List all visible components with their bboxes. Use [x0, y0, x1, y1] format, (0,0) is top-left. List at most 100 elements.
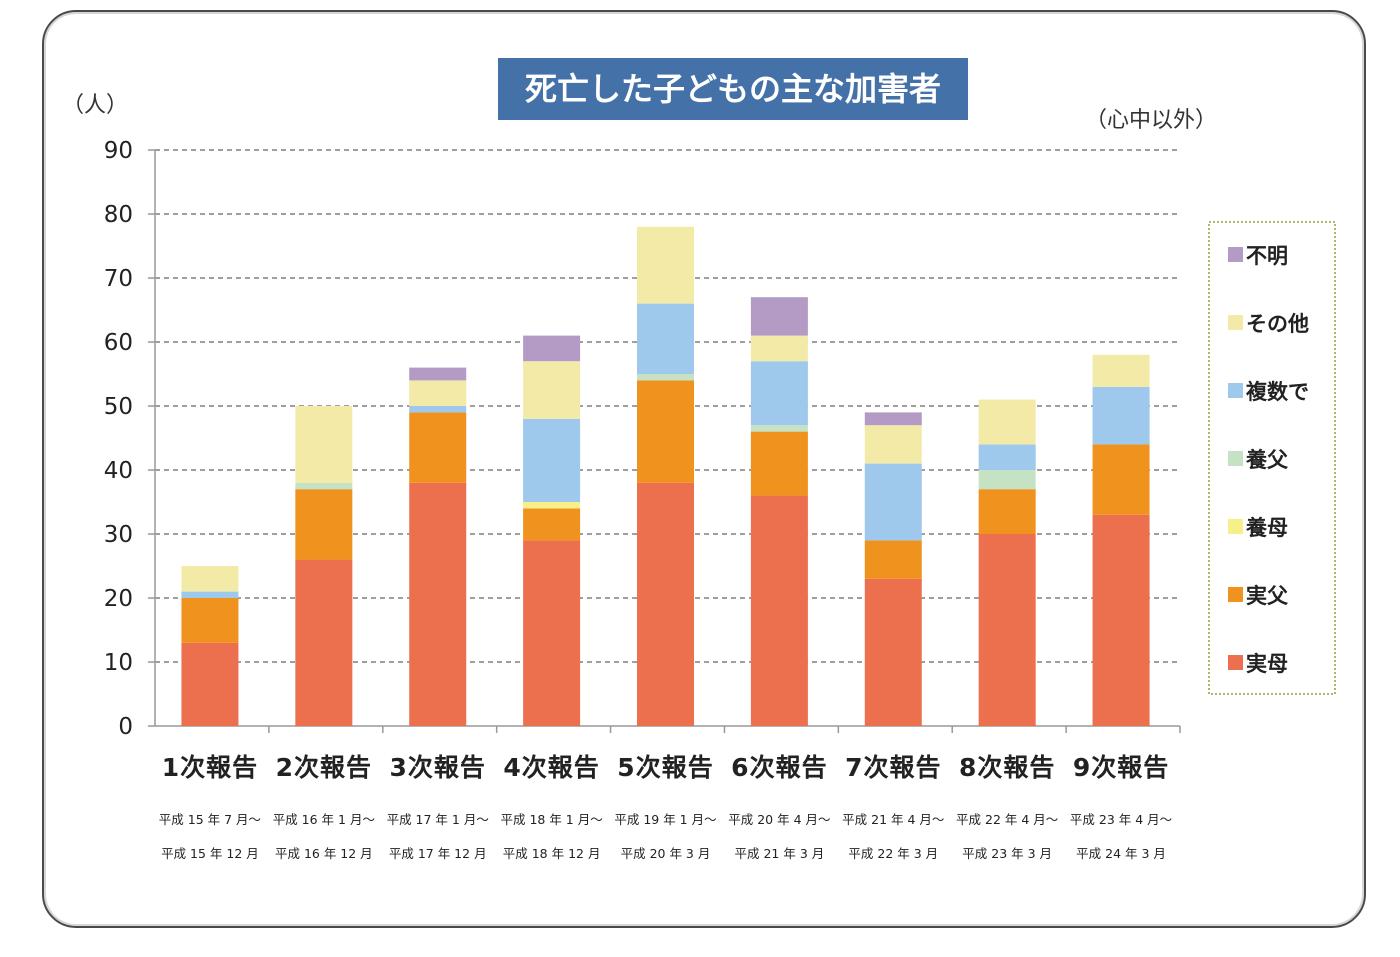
bar-segment [1092, 386, 1150, 445]
y-tick-label: 20 [104, 586, 133, 612]
bar-segment [181, 598, 239, 643]
bar-segment [750, 335, 808, 362]
period-end-label: 平成 24 年 3 月 [1076, 846, 1166, 861]
bar-segment [978, 534, 1036, 726]
legend-swatch [1228, 451, 1243, 466]
x-category-label: 1次報告 [162, 753, 258, 782]
bar-segment [409, 412, 467, 483]
period-end-label: 平成 22 年 3 月 [848, 846, 938, 861]
legend-swatch [1228, 247, 1243, 262]
bar-segment [864, 463, 922, 541]
x-category-label: 5次報告 [617, 753, 713, 782]
bar-segment [1092, 354, 1150, 387]
bar-segment [409, 482, 467, 726]
legend-label: その他 [1246, 312, 1309, 336]
legend-swatch [1228, 315, 1243, 330]
bar-segment [864, 540, 922, 579]
legend-swatch [1228, 383, 1243, 398]
period-start-label: 平成 15 年 7 月～ [159, 812, 261, 827]
x-category-label: 3次報告 [390, 753, 486, 782]
period-end-label: 平成 20 年 3 月 [621, 846, 711, 861]
legend-label: 実母 [1246, 652, 1288, 676]
bar-segment [295, 559, 353, 726]
bars [181, 226, 1150, 726]
y-tick-label: 10 [104, 650, 133, 676]
y-unit-label: （人） [62, 93, 128, 118]
period-end-label: 平成 16 年 12 月 [275, 846, 373, 861]
x-category-label: 7次報告 [845, 753, 941, 782]
period-end-label: 平成 23 年 3 月 [962, 846, 1052, 861]
bar-segment [523, 418, 581, 502]
legend-label: 複数で [1245, 380, 1309, 404]
x-category-label: 6次報告 [731, 753, 827, 782]
legend-swatch [1228, 587, 1243, 602]
bar-segment [637, 303, 694, 374]
bar-segment [409, 406, 467, 413]
y-tick-label: 40 [104, 458, 133, 484]
period-start-label: 平成 20 年 4 月～ [728, 812, 830, 827]
period-start-label: 平成 17 年 1 月～ [387, 812, 489, 827]
bar-segment [978, 489, 1036, 534]
legend-label: 実父 [1246, 584, 1289, 608]
bar-segment [181, 642, 239, 726]
bar-segment [409, 367, 467, 381]
bar-segment [978, 444, 1036, 470]
period-start-label: 平成 19 年 1 月～ [614, 812, 716, 827]
period-end-label: 平成 21 年 3 月 [735, 846, 825, 861]
legend-swatch [1228, 519, 1243, 534]
y-tick-label: 90 [104, 138, 133, 164]
bar-segment [637, 226, 694, 304]
chart-title: 死亡した子どもの主な加害者 [525, 70, 941, 108]
bar-segment [409, 380, 467, 406]
bar-segment [637, 374, 694, 381]
bar-segment [864, 412, 922, 426]
period-start-label: 平成 23 年 4 月～ [1070, 812, 1172, 827]
y-tick-label: 0 [118, 714, 133, 740]
legend-label: 不明 [1246, 244, 1288, 268]
bar-segment [978, 399, 1036, 445]
y-tick-label: 70 [104, 266, 133, 292]
y-tick-label: 80 [104, 202, 133, 228]
legend-box [1208, 221, 1336, 695]
bar-segment [523, 335, 581, 362]
bar-segment [864, 425, 922, 464]
chart-note: （心中以外） [1085, 108, 1217, 133]
bar-segment [523, 508, 581, 541]
bar-segment [750, 495, 808, 726]
x-category-label: 8次報告 [959, 753, 1055, 782]
x-category-label: 2次報告 [276, 753, 372, 782]
bar-segment [978, 470, 1036, 490]
bar-segment [523, 361, 581, 419]
bar-segment [295, 489, 353, 560]
period-start-label: 平成 16 年 1 月～ [273, 812, 375, 827]
period-end-label: 平成 17 年 12 月 [389, 846, 487, 861]
y-tick-label: 30 [104, 522, 133, 548]
y-tick-label: 50 [104, 394, 133, 420]
bar-segment [523, 502, 581, 509]
period-end-label: 平成 15 年 12 月 [161, 846, 259, 861]
bar-segment [1092, 444, 1150, 515]
x-category-label: 4次報告 [503, 753, 599, 782]
x-category-label: 9次報告 [1073, 753, 1169, 782]
legend-label: 養母 [1245, 516, 1288, 540]
bar-segment [181, 591, 239, 598]
chart-title-box [498, 58, 968, 120]
bar-segment [181, 566, 239, 592]
bar-segment [637, 380, 694, 483]
bar-segment [750, 361, 808, 426]
period-start-label: 平成 22 年 4 月～ [956, 812, 1058, 827]
period-start-label: 平成 21 年 4 月～ [842, 812, 944, 827]
bar-segment [864, 578, 922, 726]
legend-swatch [1228, 655, 1243, 670]
y-tick-label: 60 [104, 330, 133, 356]
period-start-label: 平成 18 年 1 月～ [500, 812, 602, 827]
bar-segment [750, 297, 808, 336]
bar-segment [750, 431, 808, 496]
bar-segment [750, 425, 808, 432]
bar-segment [523, 540, 581, 726]
bar-segment [295, 406, 353, 483]
bar-segment [1092, 514, 1150, 726]
